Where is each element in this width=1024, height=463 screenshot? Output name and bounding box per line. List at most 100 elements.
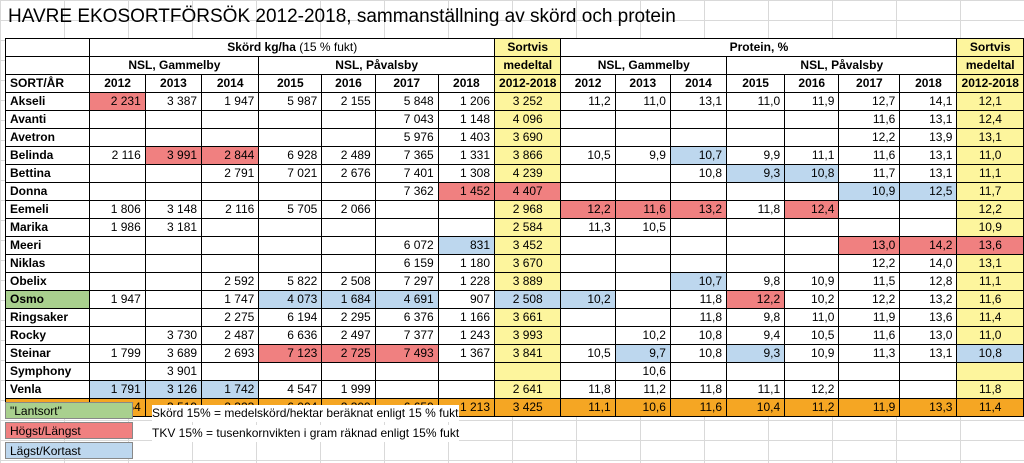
yield-cell — [89, 128, 146, 147]
protein-cell: 11,3 — [560, 218, 616, 237]
header-blank — [4, 56, 91, 75]
protein-cell — [614, 182, 671, 201]
yield-cell: 2 676 — [321, 164, 376, 183]
yield-cell — [321, 182, 376, 201]
protein-cell: 9,3 — [726, 164, 786, 183]
sort-name: Symphony — [4, 362, 91, 381]
protein-cell: 13,6 — [899, 308, 958, 327]
yield-cell: 5 848 — [374, 92, 439, 111]
protein-cell: 11,6 — [838, 110, 901, 129]
yield-cell: 6 194 — [258, 308, 323, 327]
yield-cell: 1 243 — [437, 326, 496, 345]
protein-cell: 13,0 — [899, 326, 958, 345]
yield-cell — [144, 164, 203, 183]
yield-avg-cell: 3 452 — [494, 236, 562, 255]
protein-avg-cell: 11,1 — [956, 272, 1024, 291]
protein-cell — [560, 128, 616, 147]
protein-cell: 11,6 — [838, 326, 901, 345]
yield-cell: 2 116 — [201, 200, 260, 219]
sort-name: Steinar — [4, 344, 91, 363]
yield-cell — [321, 236, 376, 255]
yield-cell: 2 508 — [321, 272, 376, 291]
protein-avg-header-3: 2012-2018 — [956, 74, 1024, 93]
protein-cell: 12,2 — [838, 290, 901, 309]
protein-cell — [560, 272, 616, 291]
sort-name: Eemeli — [4, 200, 91, 219]
yield-avg-cell: 2 584 — [494, 218, 562, 237]
protein-cell: 11,2 — [784, 398, 840, 417]
yield-cell: 1 166 — [437, 308, 496, 327]
protein-cell: 10,9 — [784, 344, 840, 363]
protein-cell — [614, 110, 671, 129]
year-header: 2013 — [614, 74, 671, 93]
year-header: 2016 — [784, 74, 840, 93]
protein-cell: 10,5 — [560, 146, 616, 165]
yield-cell: 1 684 — [321, 290, 376, 309]
protein-cell — [669, 254, 728, 273]
protein-cell — [669, 110, 728, 129]
table-row: Venla 1 791 3 126 1 742 4 547 1 999 2 641 11,8 1… — [4, 380, 1024, 399]
yield-cell: 7 362 — [374, 182, 439, 201]
yield-cell: 3 181 — [144, 218, 203, 237]
sort-name: Belinda — [4, 146, 91, 165]
yield-cell — [144, 308, 203, 327]
yield-cell: 7 377 — [374, 326, 439, 345]
sort-name: Bettina — [4, 164, 91, 183]
yield-cell — [89, 254, 146, 273]
protein-cell — [784, 362, 840, 381]
protein-cell — [614, 308, 671, 327]
yield-cell: 1 986 — [89, 218, 146, 237]
yield-cell: 1 999 — [321, 380, 376, 399]
protein-avg-cell: 11,6 — [956, 290, 1024, 309]
protein-cell: 11,8 — [560, 380, 616, 399]
yield-cell: 6 159 — [374, 254, 439, 273]
protein-site1-header: NSL, Gammelby — [560, 56, 728, 75]
yield-cell: 4 073 — [258, 290, 323, 309]
yield-cell: 1 206 — [437, 92, 496, 111]
yield-avg-cell: 3 252 — [494, 92, 562, 111]
protein-group-header: Protein, % — [560, 38, 958, 57]
yield-cell: 2 295 — [321, 308, 376, 327]
table-row: Meeri 6 072 831 3 452 13,0 14,2 13,6 — [4, 236, 1024, 255]
yield-avg-cell: 2 641 — [494, 380, 562, 399]
protein-cell: 9,7 — [614, 344, 671, 363]
yield-cell — [144, 290, 203, 309]
yield-cell — [201, 362, 260, 381]
protein-cell: 11,8 — [669, 380, 728, 399]
yield-cell: 1 180 — [437, 254, 496, 273]
yield-avg-header-2: medeltal — [494, 56, 562, 75]
yield-avg-cell: 3 690 — [494, 128, 562, 147]
protein-cell — [838, 200, 901, 219]
protein-cell: 11,2 — [614, 380, 671, 399]
protein-cell: 14,2 — [899, 236, 958, 255]
yield-avg-cell: 2 508 — [494, 290, 562, 309]
protein-cell: 13,2 — [669, 200, 728, 219]
yield-cell — [89, 236, 146, 255]
protein-cell: 11,7 — [838, 164, 901, 183]
table-row: Donna 7 362 1 452 4 407 10,9 12,5 11,7 — [4, 182, 1024, 201]
protein-cell: 11,6 — [614, 200, 671, 219]
protein-avg-cell: 11,7 — [956, 182, 1024, 201]
yield-avg-cell: 3 841 — [494, 344, 562, 363]
protein-cell: 13,9 — [899, 128, 958, 147]
protein-cell: 11,9 — [838, 398, 901, 417]
protein-cell: 10,5 — [614, 218, 671, 237]
protein-cell: 9,8 — [726, 272, 786, 291]
protein-cell: 10,5 — [784, 326, 840, 345]
data-table: Skörd kg/ha (15 % fukt) Sortvis Protein,… — [4, 38, 1024, 417]
yield-cell: 3 901 — [144, 362, 203, 381]
sort-name: Donna — [4, 182, 91, 201]
protein-cell: 11,6 — [838, 146, 901, 165]
yield-cell: 2 844 — [201, 146, 260, 165]
protein-cell: 11,1 — [726, 380, 786, 399]
header-row-years: SORT/ÅR 2012 2013 2014 2015 2016 2017 2018 2012… — [4, 74, 1024, 93]
protein-cell — [726, 362, 786, 381]
protein-cell: 13,1 — [669, 92, 728, 111]
protein-cell: 11,1 — [784, 146, 840, 165]
yield-cell — [374, 380, 439, 399]
legend-highest: Högst/Längst — [5, 422, 133, 439]
protein-cell — [726, 182, 786, 201]
yield-cell — [258, 110, 323, 129]
protein-avg-cell: 12,4 — [956, 110, 1024, 129]
protein-cell: 11,8 — [669, 290, 728, 309]
